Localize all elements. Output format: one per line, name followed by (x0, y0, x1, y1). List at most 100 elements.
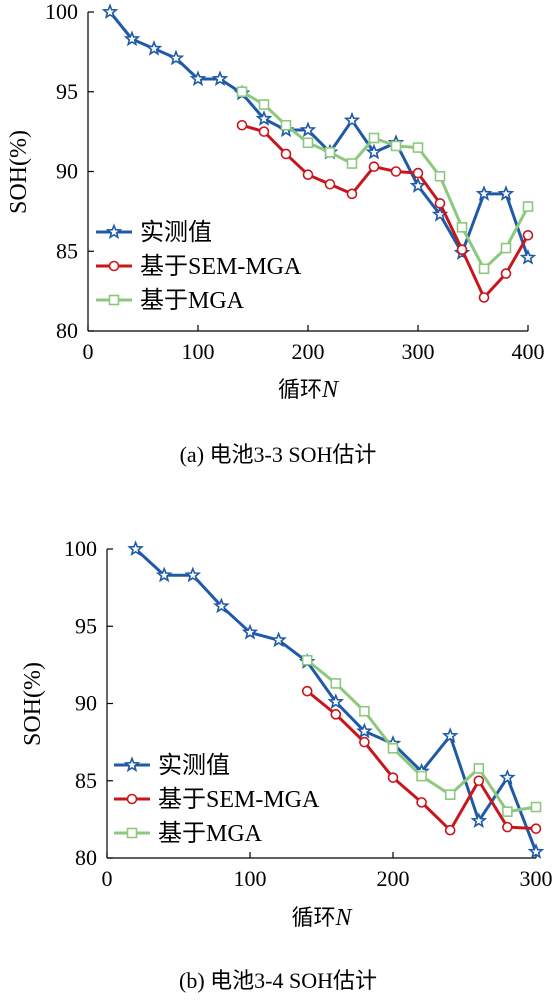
legend-label: 基于SEM-MGA (140, 253, 302, 280)
data-point (280, 119, 292, 131)
x-tick-label: 0 (83, 339, 94, 364)
y-axis-label: SOH(%) (20, 662, 46, 746)
data-point (236, 86, 248, 98)
chart-a: 80 85 90 95 100 0 100 200 300 400 SOH(%) 循环N 实测值基于SE… (6, 0, 545, 467)
y-tick-label: 100 (64, 536, 97, 561)
data-point (302, 137, 314, 149)
data-point (522, 201, 534, 212)
series-1 (236, 119, 534, 303)
data-point (189, 70, 207, 87)
data-point (444, 824, 456, 836)
y-tick-label: 100 (45, 0, 78, 24)
x-tick-label: 100 (182, 339, 215, 364)
legend-marker (108, 294, 120, 306)
data-point (530, 823, 542, 834)
data-point (258, 99, 270, 110)
figure-caption: (a) 电池3-3 SOH估计 (180, 442, 377, 467)
data-point (258, 126, 270, 137)
data-point (359, 705, 370, 717)
y-tick-label: 90 (75, 691, 97, 716)
data-point (330, 678, 342, 689)
data-point (123, 30, 141, 47)
legend-marker (123, 756, 141, 773)
data-point (145, 39, 163, 56)
series-0 (127, 540, 545, 859)
y-tick-label: 80 (56, 318, 78, 343)
x-tick-label: 300 (520, 866, 553, 891)
data-point (478, 292, 490, 303)
x-axis-label: 循环N (278, 377, 340, 403)
data-point (270, 631, 287, 648)
data-point (127, 540, 144, 557)
legend-marker (105, 223, 123, 240)
data-point (387, 743, 399, 754)
data-point (211, 70, 229, 87)
data-point (478, 263, 490, 275)
data-point (346, 188, 358, 200)
y-axis-label: SOH(%) (6, 130, 32, 214)
data-point (434, 170, 446, 182)
series-2 (301, 654, 542, 817)
data-point (502, 806, 513, 817)
figure-caption: (b) 电池3-4 SOH估计 (179, 968, 377, 993)
legend-label: 实测值 (140, 219, 212, 246)
legend-label: 基于SEM-MGA (158, 786, 320, 813)
data-point (343, 111, 361, 128)
data-point (324, 147, 336, 158)
x-tick-label: 100 (234, 866, 267, 891)
data-point (499, 768, 516, 785)
y-tick-label: 95 (75, 613, 97, 638)
y-tick-label: 80 (75, 845, 97, 870)
legend-marker (126, 793, 138, 805)
y-tick-label: 85 (75, 768, 97, 793)
x-axis-label: 循环N (291, 905, 353, 931)
series-line (306, 689, 537, 832)
data-point (167, 49, 185, 66)
legend-label: 基于MGA (140, 287, 245, 314)
data-point (416, 770, 427, 782)
legend-label: 实测值 (158, 752, 230, 779)
data-point (470, 812, 488, 828)
series-2 (236, 86, 534, 275)
data-point (527, 843, 545, 859)
data-point (155, 566, 173, 583)
data-point (412, 167, 424, 179)
y-tick-label: 85 (56, 238, 78, 263)
legend-label: 基于MGA (158, 820, 263, 847)
x-tick-label: 400 (512, 339, 545, 364)
data-point (456, 222, 468, 233)
data-point (500, 268, 512, 279)
data-point (368, 132, 380, 144)
data-point (473, 763, 485, 774)
data-point (327, 693, 345, 709)
data-point (497, 185, 515, 201)
data-point (330, 709, 342, 720)
data-point (519, 248, 537, 265)
legend-marker (126, 827, 138, 839)
series-1 (301, 685, 542, 836)
x-tick-label: 300 (402, 339, 435, 364)
data-point (301, 654, 313, 666)
data-point (302, 169, 314, 180)
data-point (101, 3, 119, 20)
x-tick-label: 0 (102, 866, 113, 891)
data-point (368, 161, 380, 173)
data-point (241, 623, 259, 640)
data-point (473, 775, 485, 787)
data-point (359, 736, 370, 748)
data-point (390, 166, 402, 177)
chart-b: 80 85 90 95 100 0 100 200 300 SOH(%) 循环N 实测值基于SEM-M… (20, 536, 553, 993)
data-point (444, 789, 456, 800)
data-point (416, 797, 427, 808)
data-point (502, 821, 513, 833)
data-point (184, 566, 202, 583)
data-point (324, 178, 336, 190)
data-point (441, 727, 459, 743)
data-point (530, 801, 542, 813)
data-point (356, 722, 373, 739)
data-point (409, 177, 427, 193)
series-line (241, 90, 530, 271)
